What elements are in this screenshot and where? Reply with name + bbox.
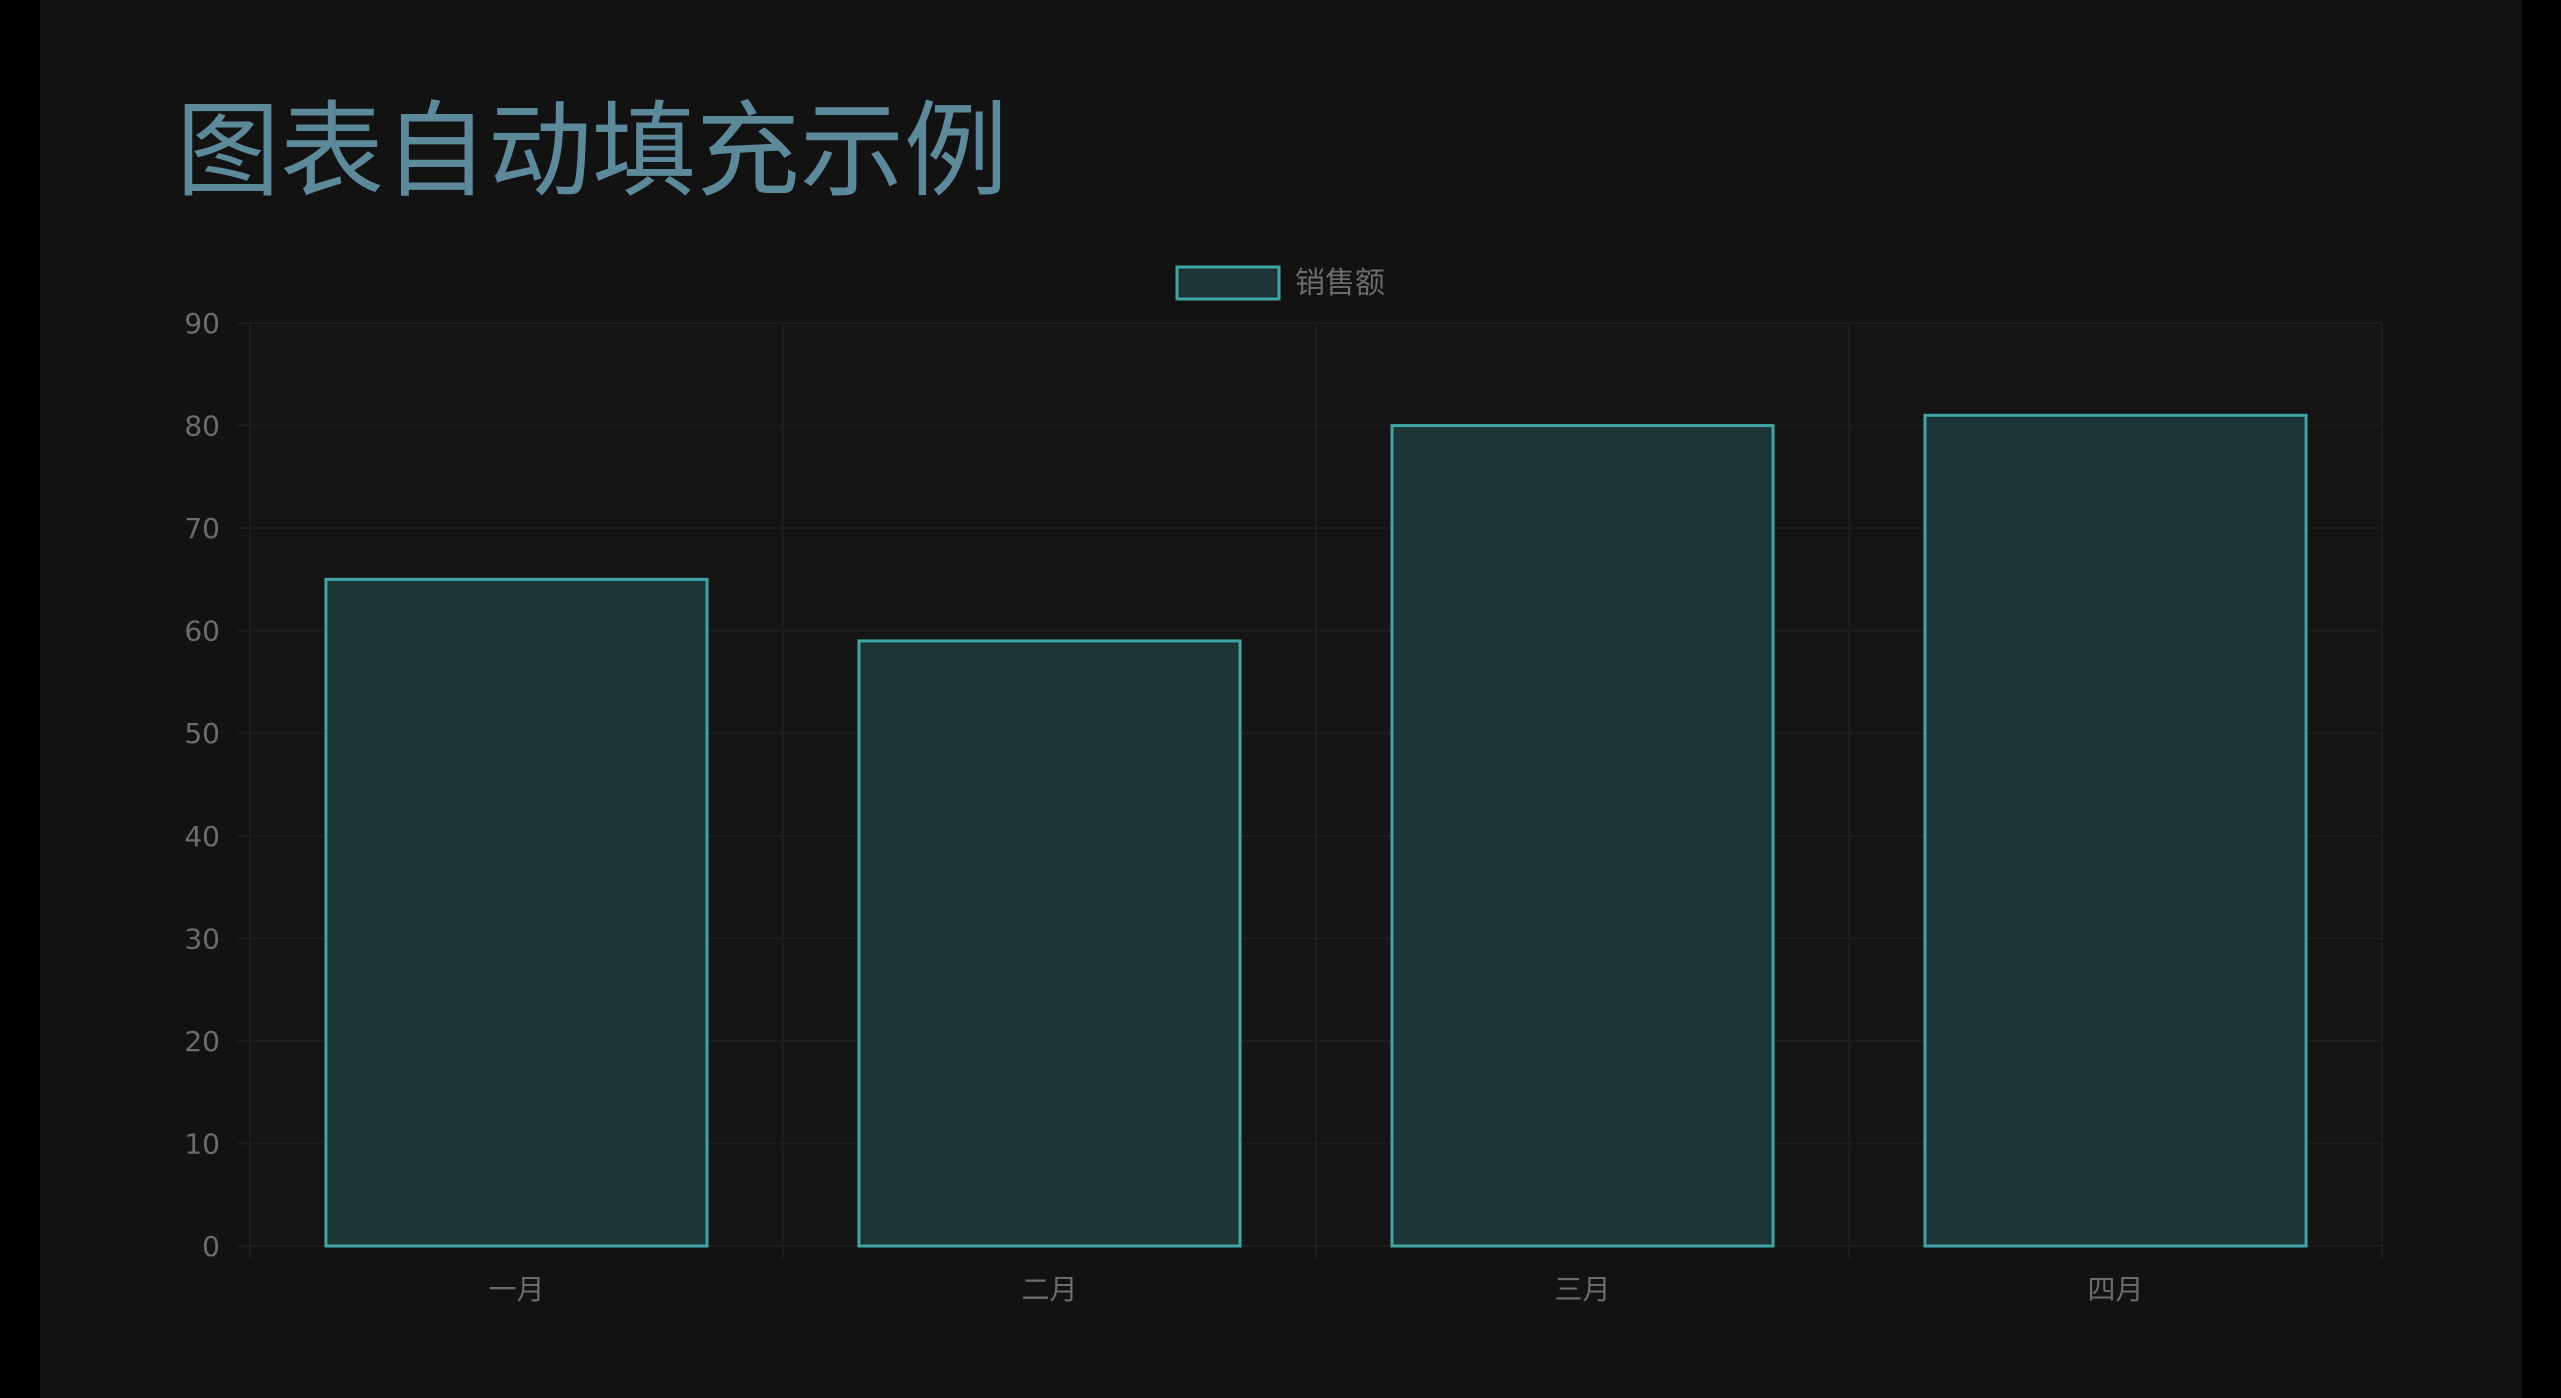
y-tick-label: 20	[184, 1025, 220, 1058]
y-tick-label: 90	[184, 307, 220, 340]
bar[interactable]	[1390, 424, 1775, 1248]
x-tick-label: 一月	[488, 1273, 544, 1306]
bar[interactable]	[857, 639, 1242, 1248]
x-axis: 一月 二月 三月 四月	[488, 1273, 2143, 1306]
legend-label[interactable]: 销售额	[1295, 266, 1385, 301]
y-tick-label: 50	[184, 717, 220, 750]
y-tick-label: 30	[184, 922, 220, 955]
bars	[324, 413, 2308, 1248]
y-axis: 0 10 20 30 40 50 60 70 80 90	[184, 307, 220, 1263]
slide: 图表自动填充示例 0 10 20 30 40 50 60 70 80 90 一月 二月 三月 四月 销售…	[40, 0, 2522, 1398]
legend[interactable]: 销售额	[1175, 265, 1385, 301]
y-tick-label: 80	[184, 410, 220, 443]
y-tick-label: 40	[184, 820, 220, 853]
y-tick-label: 10	[184, 1127, 220, 1160]
bar-chart: 0 10 20 30 40 50 60 70 80 90 一月 二月 三月 四月 销售额	[184, 265, 2383, 1306]
bar[interactable]	[1923, 413, 2308, 1248]
x-tick-label: 四月	[2087, 1273, 2143, 1306]
legend-swatch[interactable]	[1175, 265, 1281, 301]
y-tick-label: 70	[184, 512, 220, 545]
bar[interactable]	[324, 577, 709, 1248]
page-title: 图表自动填充示例	[176, 90, 1009, 212]
x-tick-label: 三月	[1554, 1273, 1610, 1306]
x-tick-label: 二月	[1021, 1273, 1077, 1306]
y-tick-label: 0	[202, 1230, 220, 1263]
y-tick-label: 60	[184, 615, 220, 648]
